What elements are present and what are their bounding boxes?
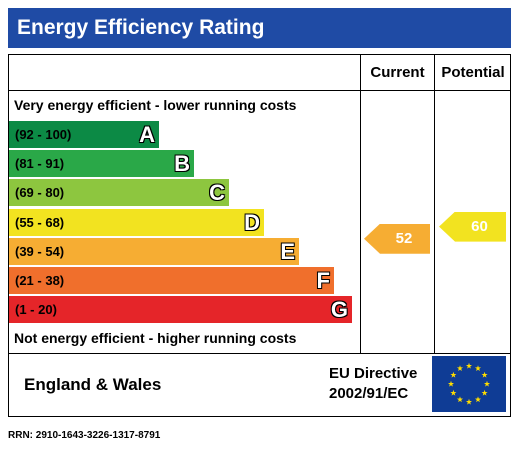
eu-star-icon [481,389,488,396]
region-label: England & Wales [24,375,162,394]
eu-directive: EU Directive 2002/91/EC [329,364,417,404]
band-range: (92 - 100) [15,127,72,142]
footer: England & Wales EU Directive 2002/91/EC [8,353,511,417]
eu-star-icon [474,365,482,371]
page-title: Energy Efficiency Rating [8,8,511,48]
top-caption: Very energy efficient - lower running co… [14,97,297,113]
band-letter: F [316,268,330,293]
eu-star-icon [456,365,464,371]
band-range: (55 - 68) [15,214,65,230]
band-b: (81 - 91) B [9,150,194,178]
band-letter: A [139,122,155,147]
band-d: (55 - 68) D [9,208,264,236]
eu-star-icon [483,380,491,387]
directive-line-2: 2002/91/EC [329,385,409,402]
rrn-number: RRN: 2910-1643-3226-1317-8791 [8,430,161,441]
band-e: (39 - 54) E [9,237,299,265]
current-column-header: Current [370,64,425,81]
band-letter: D [244,209,260,235]
band-f: (21 - 38) F [9,267,334,294]
eu-flag-icon [432,356,506,412]
column-divider-current [360,55,361,353]
eu-star-icon [456,396,464,403]
band-letter: E [280,238,295,264]
potential-column-header: Potential [441,64,505,81]
band-letter: G [330,297,348,323]
band-range: (81 - 91) [15,156,65,172]
column-divider-potential [434,55,435,353]
eu-star-icon [450,371,457,378]
rating-chart: Current Potential Very energy efficient … [8,54,511,354]
potential-rating-arrow: 60 [439,211,506,242]
band-range: (21 - 38) [15,273,65,288]
eu-star-icon [450,389,457,396]
band-a: (92 - 100) A [9,121,159,148]
directive-line-1: EU Directive [329,365,418,382]
eu-star-icon [465,398,473,405]
band-range: (69 - 80) [15,185,65,201]
band-g: (1 - 20) G [9,296,352,324]
band-range: (39 - 54) [15,243,65,259]
header-divider [9,90,510,91]
bottom-caption: Not energy efficient - higher running co… [14,330,297,346]
eu-star-icon [465,362,473,369]
band-range: (1 - 20) [15,302,57,318]
band-c: (69 - 80) C [9,179,229,207]
eu-star-icon [447,380,455,387]
eu-star-icon [481,371,488,378]
eu-star-icon [474,396,482,403]
band-letter: C [209,180,225,206]
band-letter: B [174,151,190,177]
current-rating-arrow: 52 [364,223,430,254]
